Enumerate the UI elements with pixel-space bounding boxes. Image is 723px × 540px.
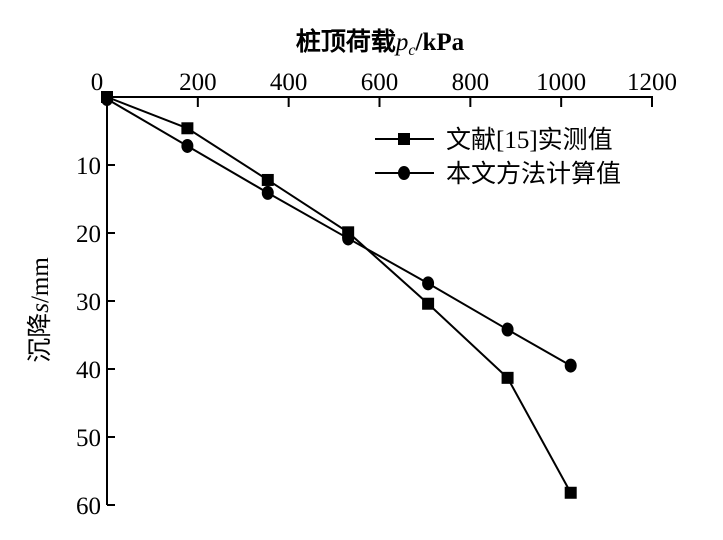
y-tick-label: 30	[76, 289, 101, 316]
y-tick-label: 50	[76, 425, 101, 452]
x-tick-label: 1200	[627, 69, 677, 96]
series-line-1	[106, 96, 572, 494]
data-point-circle	[101, 92, 113, 107]
x-axis-title: 桩顶荷载pc/kPa	[296, 27, 465, 59]
legend-marker-square	[398, 133, 410, 145]
y-tick-label: 40	[76, 357, 101, 384]
legend-label: 文献[15]实测值	[446, 126, 613, 154]
data-point-circle	[261, 185, 274, 200]
data-point-square	[181, 122, 194, 135]
x-tick-label: 800	[452, 69, 490, 96]
data-point-square	[564, 486, 577, 499]
x-tick-label: 600	[361, 69, 399, 96]
data-point-square	[261, 173, 274, 186]
data-point-circle	[342, 231, 355, 246]
x-tick-label: 0	[91, 69, 104, 96]
x-tick-label: 1000	[536, 69, 586, 96]
x-tick-label: 200	[179, 69, 217, 96]
data-point-square	[501, 371, 514, 384]
data-point-circle	[422, 276, 435, 291]
legend-marker-circle	[398, 166, 410, 180]
data-point-circle	[501, 322, 514, 337]
data-point-circle	[181, 138, 194, 153]
y-axis-title: 沉降s/mm	[26, 257, 54, 363]
y-tick-label: 20	[76, 221, 101, 248]
x-tick-label: 400	[270, 69, 308, 96]
data-point-circle	[564, 358, 577, 373]
data-point-square	[422, 297, 435, 310]
y-tick-label: 10	[76, 153, 101, 180]
legend-label: 本文方法计算值	[446, 160, 621, 188]
y-tick-label: 60	[76, 493, 101, 520]
